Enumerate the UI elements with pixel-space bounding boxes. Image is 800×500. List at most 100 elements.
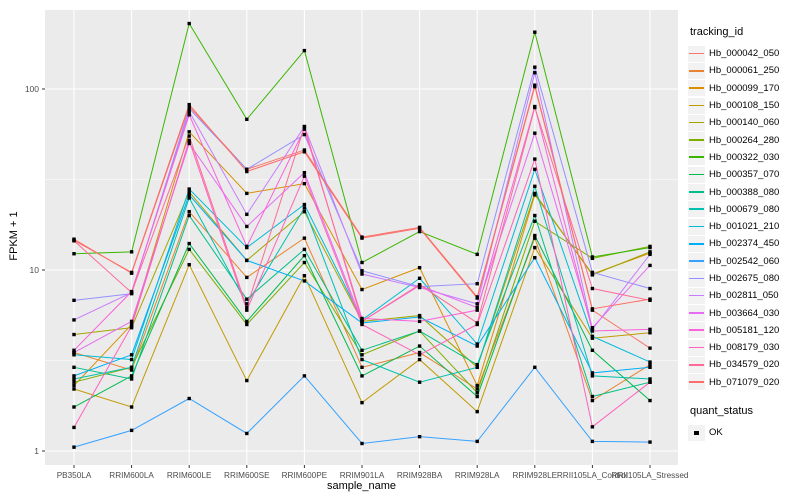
legend-item-label: Hb_000388_080 xyxy=(709,186,780,198)
data-point xyxy=(72,425,76,430)
data-point xyxy=(648,250,652,254)
data-point xyxy=(302,181,307,186)
y-tick-label: 10 xyxy=(30,265,40,275)
line-swatch-icon xyxy=(689,277,704,280)
data-point xyxy=(475,252,479,257)
data-point xyxy=(417,434,422,439)
line-swatch-icon xyxy=(689,208,704,210)
x-tick-label: RRIM928BA xyxy=(397,471,443,480)
legend-item-label: Hb_000264_280 xyxy=(709,134,780,146)
data-point xyxy=(72,350,76,355)
data-point xyxy=(187,104,191,109)
data-point xyxy=(648,346,652,350)
legend-item-Hb_002675_080: Hb_002675_080 xyxy=(688,270,800,287)
legend-item-label: Hb_001021_210 xyxy=(709,221,780,233)
legend-item-label: Hb_003664_030 xyxy=(709,307,780,319)
line-swatch-icon xyxy=(689,69,704,72)
data-point xyxy=(533,84,537,89)
data-point xyxy=(648,263,652,268)
data-point xyxy=(533,191,537,196)
data-point xyxy=(475,296,479,300)
legend-key-swatch xyxy=(688,253,705,270)
x-tick-label: RRIM901LA xyxy=(340,471,385,480)
data-point xyxy=(245,378,249,383)
data-point xyxy=(302,206,307,210)
data-point xyxy=(417,265,422,270)
data-point xyxy=(72,387,76,391)
data-point xyxy=(475,394,479,399)
data-point xyxy=(648,362,652,367)
legend-item-Hb_005181_120: Hb_005181_120 xyxy=(688,322,800,339)
legend-key-swatch xyxy=(688,218,705,235)
legend-item-label: Hb_000679_080 xyxy=(709,203,780,215)
legend-item-Hb_000108_150: Hb_000108_150 xyxy=(688,97,800,114)
x-axis-title: sample_name xyxy=(326,480,397,492)
legend-key-swatch xyxy=(688,235,705,252)
legend-key-swatch xyxy=(688,374,705,391)
line-swatch-icon xyxy=(689,52,704,55)
legend-key-swatch xyxy=(688,356,705,373)
legend-item-label: Hb_034579_020 xyxy=(709,359,780,371)
legend-item-Hb_000322_030: Hb_000322_030 xyxy=(688,149,800,166)
legend-key-swatch xyxy=(688,114,705,131)
legend-item-Hb_002811_050: Hb_002811_050 xyxy=(688,287,800,304)
data-point xyxy=(187,187,191,191)
data-point xyxy=(360,365,364,370)
data-point xyxy=(360,287,364,292)
data-point xyxy=(648,297,652,301)
legend-key-swatch xyxy=(688,97,705,114)
legend-item-label: Hb_008179_030 xyxy=(709,342,780,354)
data-point xyxy=(72,238,76,242)
data-point xyxy=(417,353,422,357)
x-tick-label: RRIM600PE xyxy=(282,471,328,480)
data-point xyxy=(417,229,422,234)
data-point xyxy=(475,390,479,395)
legend-item-label: Hb_002542_060 xyxy=(709,255,780,267)
data-point xyxy=(129,368,134,372)
data-point xyxy=(302,260,307,265)
data-point xyxy=(187,262,191,267)
data-point xyxy=(72,318,76,322)
data-point xyxy=(417,282,422,287)
data-point xyxy=(72,348,76,353)
data-point xyxy=(129,324,134,328)
data-point xyxy=(533,167,537,172)
data-point xyxy=(72,332,76,337)
data-point xyxy=(245,169,249,174)
data-point xyxy=(648,286,652,291)
line-swatch-icon xyxy=(689,329,704,331)
data-point xyxy=(245,305,249,310)
data-point xyxy=(245,258,249,263)
data-point xyxy=(648,360,652,364)
data-point xyxy=(245,297,249,301)
x-tick-label: RRIM600LA xyxy=(109,471,154,480)
legend-item-label: Hb_000322_030 xyxy=(709,151,780,163)
data-point xyxy=(648,398,652,403)
legend-key-swatch xyxy=(688,270,705,287)
data-point xyxy=(475,321,479,325)
data-point xyxy=(302,148,307,152)
data-point xyxy=(245,302,249,306)
data-point xyxy=(72,374,76,378)
data-point xyxy=(245,191,249,196)
data-point xyxy=(475,308,479,312)
data-point xyxy=(72,405,76,409)
data-point xyxy=(245,167,249,172)
data-point xyxy=(475,409,479,414)
y-tick-label: 100 xyxy=(25,84,39,94)
legend-item-label: Hb_000108_150 xyxy=(709,100,780,112)
data-point xyxy=(360,322,364,327)
x-tick-label: PB350LA xyxy=(57,471,92,480)
y-tick-label: 1 xyxy=(34,446,39,456)
data-point xyxy=(360,400,364,405)
data-point xyxy=(648,245,652,250)
data-point xyxy=(187,193,191,197)
legend-item-Hb_000042_050: Hb_000042_050 xyxy=(688,45,800,62)
line-swatch-icon xyxy=(689,242,704,245)
data-point xyxy=(533,255,537,260)
legend-item-Hb_002374_450: Hb_002374_450 xyxy=(688,235,800,252)
data-point xyxy=(245,224,249,229)
line-swatch-icon xyxy=(689,104,704,107)
data-point xyxy=(475,365,479,370)
data-point xyxy=(187,141,191,146)
